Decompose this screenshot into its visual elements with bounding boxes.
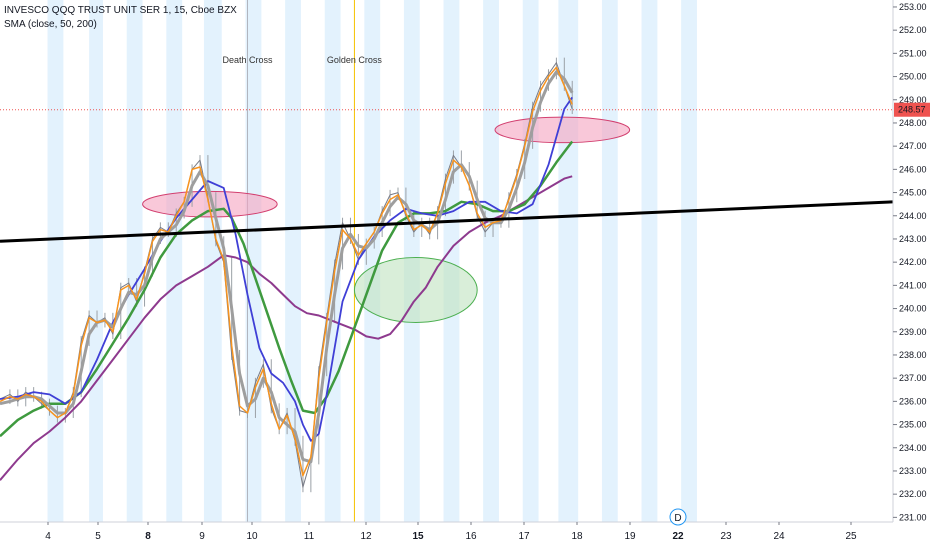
x-tick-label-9: 17 — [518, 531, 530, 542]
series-sma-fast[interactable] — [0, 66, 573, 477]
x-tick-label-15: 25 — [845, 531, 857, 542]
legend: INVESCO QQQ TRUST UNIT SER 1, 15, Cboe B… — [4, 4, 237, 32]
last-price-box[interactable] — [894, 102, 930, 117]
series-sma-purple[interactable] — [0, 175, 573, 481]
dividend-marker[interactable] — [669, 508, 687, 526]
y-tick-label-5: 236.00 — [899, 396, 927, 406]
y-tick-label-12: 243.00 — [899, 234, 927, 244]
last-price-label: 248.57 — [898, 105, 926, 115]
y-tick-label-10: 241.00 — [899, 280, 927, 290]
dividend-marker-label: D — [674, 513, 681, 524]
session-band-7 — [324, 0, 341, 522]
x-tick-label-1: 5 — [95, 531, 101, 542]
y-tick-label-3: 234.00 — [899, 443, 927, 453]
x-tick-label-5: 11 — [304, 531, 315, 542]
y-tick-label-14: 245.00 — [899, 188, 927, 198]
indicator-label[interactable]: SMA (close, 50, 200) — [4, 19, 97, 30]
x-tick-label-0: 4 — [45, 531, 51, 542]
x-tick-label-2: 8 — [145, 531, 151, 542]
event-label-0: Death Cross — [222, 55, 273, 65]
y-tick-label-16: 247.00 — [899, 141, 927, 151]
y-tick-label-0: 231.00 — [899, 512, 927, 522]
price-axis-panel — [893, 0, 932, 550]
y-tick-label-21: 252.00 — [899, 25, 927, 35]
y-tick-label-1: 232.00 — [899, 489, 927, 499]
y-tick-label-18: 249.00 — [899, 95, 927, 105]
highlight-ellipse-1[interactable] — [353, 257, 478, 323]
x-tick-label-8: 16 — [465, 531, 477, 542]
x-tick-label-13: 23 — [720, 531, 732, 542]
y-tick-label-20: 251.00 — [899, 48, 927, 58]
session-band-14 — [601, 0, 618, 522]
session-band-12 — [522, 0, 539, 522]
session-band-8 — [364, 0, 381, 522]
y-tick-label-4: 235.00 — [899, 420, 927, 430]
y-tick-label-15: 246.00 — [899, 164, 927, 174]
y-tick-label-7: 238.00 — [899, 350, 927, 360]
series-sma-green[interactable] — [0, 140, 574, 438]
time-axis-panel — [0, 522, 932, 550]
session-band-0 — [47, 0, 64, 522]
y-tick-label-9: 240.00 — [899, 304, 927, 314]
x-tick-label-3: 9 — [199, 531, 205, 542]
y-tick-label-11: 242.00 — [899, 257, 927, 267]
session-band-2 — [126, 0, 143, 522]
y-tick-label-19: 250.00 — [899, 72, 927, 82]
x-tick-label-11: 19 — [624, 531, 636, 542]
session-band-1 — [89, 0, 103, 522]
session-band-15 — [641, 0, 658, 522]
y-tick-label-8: 239.00 — [899, 327, 927, 337]
y-tick-label-22: 253.00 — [899, 2, 927, 12]
trendline[interactable] — [0, 200, 894, 243]
event-label-1: Golden Cross — [327, 55, 383, 65]
y-tick-label-2: 233.00 — [899, 466, 927, 476]
y-tick-label-13: 244.00 — [899, 211, 927, 221]
session-band-16 — [681, 0, 697, 522]
session-band-3 — [166, 0, 183, 522]
session-band-11 — [483, 0, 499, 522]
x-tick-label-12: 22 — [672, 531, 684, 542]
x-tick-label-4: 10 — [246, 531, 258, 542]
x-tick-label-7: 15 — [412, 531, 424, 542]
x-tick-label-10: 18 — [571, 531, 583, 542]
session-band-10 — [443, 0, 460, 522]
session-band-4 — [203, 0, 222, 522]
y-tick-label-17: 248.00 — [899, 118, 927, 128]
x-tick-label-14: 24 — [773, 531, 785, 542]
highlight-ellipse-2[interactable] — [494, 116, 631, 144]
symbol-title[interactable]: INVESCO QQQ TRUST UNIT SER 1, 15, Cboe B… — [4, 5, 237, 16]
y-tick-label-6: 237.00 — [899, 373, 927, 383]
x-tick-label-6: 12 — [360, 531, 372, 542]
